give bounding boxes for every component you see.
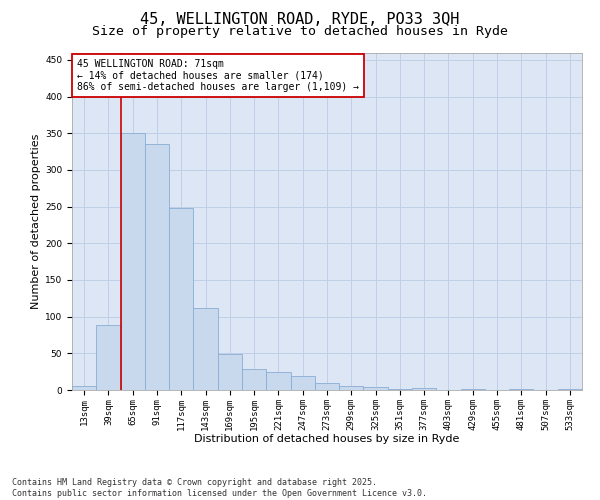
Y-axis label: Number of detached properties: Number of detached properties <box>31 134 41 309</box>
Bar <box>364 387 388 390</box>
Bar <box>339 386 364 390</box>
Bar <box>412 388 436 390</box>
Bar <box>242 368 266 390</box>
Bar <box>96 326 121 390</box>
Bar <box>72 386 96 390</box>
X-axis label: Distribution of detached houses by size in Ryde: Distribution of detached houses by size … <box>194 434 460 444</box>
Bar <box>121 133 145 390</box>
Bar <box>290 376 315 390</box>
Text: 45 WELLINGTON ROAD: 71sqm
← 14% of detached houses are smaller (174)
86% of semi: 45 WELLINGTON ROAD: 71sqm ← 14% of detac… <box>77 59 359 92</box>
Bar <box>193 308 218 390</box>
Bar <box>266 372 290 390</box>
Bar <box>145 144 169 390</box>
Text: 45, WELLINGTON ROAD, RYDE, PO33 3QH: 45, WELLINGTON ROAD, RYDE, PO33 3QH <box>140 12 460 28</box>
Bar <box>558 388 582 390</box>
Text: Contains HM Land Registry data © Crown copyright and database right 2025.
Contai: Contains HM Land Registry data © Crown c… <box>12 478 427 498</box>
Bar <box>218 354 242 390</box>
Bar <box>169 208 193 390</box>
Text: Size of property relative to detached houses in Ryde: Size of property relative to detached ho… <box>92 25 508 38</box>
Bar <box>315 382 339 390</box>
